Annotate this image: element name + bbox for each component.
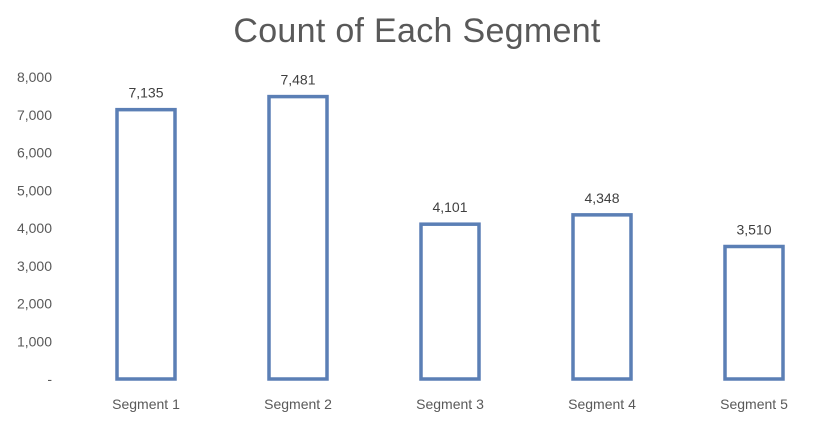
data-label: 7,481 [280, 72, 315, 88]
x-tick-label: Segment 3 [416, 396, 484, 412]
bar-1 [115, 107, 177, 381]
bar-2 [267, 94, 329, 381]
bar-5 [723, 244, 785, 381]
data-label: 3,510 [736, 221, 771, 237]
bar-3 [419, 222, 481, 381]
bar-series [115, 94, 785, 381]
x-tick-label: Segment 4 [568, 396, 636, 412]
y-tick-label: - [47, 371, 52, 387]
y-tick-label: 4,000 [17, 220, 52, 236]
y-tick-label: 7,000 [17, 107, 52, 123]
y-tick-label: 6,000 [17, 145, 52, 161]
data-labels: 7,135 7,481 4,101 4,348 3,510 [128, 72, 771, 238]
data-label: 7,135 [128, 85, 163, 101]
x-axis: Segment 1 Segment 2 Segment 3 Segment 4 Segm… [112, 396, 788, 412]
data-label: 4,348 [584, 190, 619, 206]
x-tick-label: Segment 1 [112, 396, 180, 412]
y-tick-label: 2,000 [17, 296, 52, 312]
x-tick-label: Segment 5 [720, 396, 788, 412]
x-tick-label: Segment 2 [264, 396, 332, 412]
data-label: 4,101 [432, 199, 467, 215]
y-tick-label: 3,000 [17, 258, 52, 274]
y-tick-label: 1,000 [17, 333, 52, 349]
y-tick-label: 8,000 [17, 69, 52, 85]
y-axis: - 1,000 2,000 3,000 4,000 5,000 6,000 7,000 8,00… [17, 69, 52, 387]
y-tick-label: 5,000 [17, 182, 52, 198]
chart-title: Count of Each Segment [233, 12, 601, 50]
bar-4 [571, 213, 633, 381]
